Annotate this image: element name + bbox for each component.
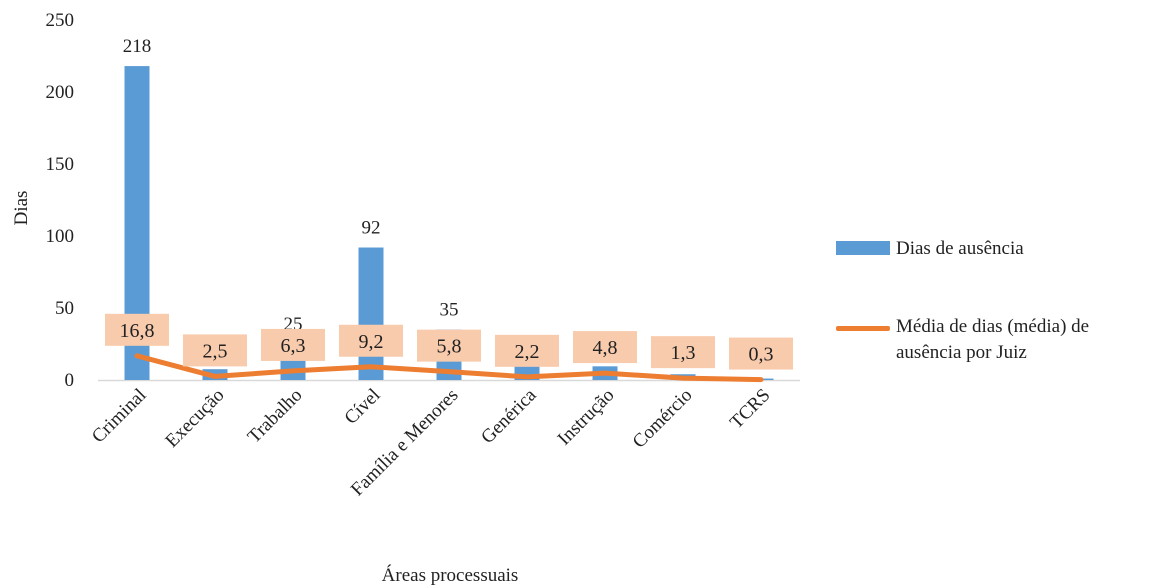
line-data-label-text: 1,3: [671, 342, 696, 364]
y-tick-label: 0: [65, 370, 75, 391]
bar-data-label: 35: [440, 300, 459, 321]
average-line: [134, 353, 764, 383]
x-tick-label: Cível: [341, 385, 385, 429]
y-tick-label: 100: [46, 226, 75, 247]
line-data-label-text: 2,5: [203, 340, 228, 362]
line-data-label-box: [495, 334, 559, 367]
legend-label-line: Média de dias (média) de ausência por Ju…: [896, 316, 1090, 363]
line-data-label-text: 16,8: [120, 320, 155, 342]
bar: [358, 247, 384, 380]
legend-item-bar: Dias de ausência: [836, 236, 1024, 262]
bar-data-label: 218: [123, 36, 152, 57]
line-data-label-box: [183, 334, 247, 367]
x-tick-label: Instrução: [554, 385, 619, 450]
line-data-label: 6,3: [261, 328, 325, 361]
line-data-label: 1,3: [651, 336, 715, 369]
bar-data-labels: 2187,5259235139,541: [123, 36, 766, 369]
y-tick-label: 50: [55, 298, 74, 319]
line-data-label-text: 2,2: [515, 341, 540, 363]
line-data-label-text: 0,3: [749, 344, 774, 366]
line-data-label-box: [261, 328, 325, 361]
line-data-label: 0,3: [729, 337, 793, 370]
x-tick-label: Criminal: [88, 385, 151, 448]
line-data-label-box: [651, 336, 715, 369]
legend-bar-swatch: [836, 241, 890, 255]
line-data-label: 5,8: [417, 329, 481, 362]
line-data-label: 16,8: [105, 313, 169, 346]
y-axis-ticks: 0 50 100 150 200 250: [46, 10, 75, 391]
line-data-label-text: 9,2: [359, 331, 384, 353]
legend-label-bar: Dias de ausência: [896, 238, 1024, 259]
x-tick-label: Execução: [161, 385, 228, 452]
y-tick-label: 200: [46, 82, 75, 103]
legend-line-swatch: [836, 326, 890, 331]
x-tick-label: Comércio: [629, 385, 697, 453]
x-tick-label: Genérica: [477, 384, 541, 448]
line-data-label-box: [729, 337, 793, 370]
line-data-label-text: 4,8: [593, 337, 618, 359]
x-tick-label: TCRS: [726, 385, 774, 433]
y-axis-title: Dias: [11, 191, 32, 226]
line-data-label-box: [573, 331, 637, 364]
line-data-label: 2,2: [495, 334, 559, 367]
line-data-label: 9,2: [339, 324, 403, 357]
x-tick-label: Trabalho: [244, 385, 307, 448]
line-data-label-box: [105, 313, 169, 346]
line-data-label: 2,5: [183, 334, 247, 367]
line-data-labels: 16,8 2,5 6,3 9,2 5,8 2,2 4,8 1,3 0,3: [105, 313, 793, 370]
x-axis-title: Áreas processuais: [382, 564, 519, 586]
line-data-label-text: 6,3: [281, 335, 306, 357]
line-data-label-box: [339, 324, 403, 357]
legend-item-line: Média de dias (média) de ausência por Ju…: [836, 314, 1158, 366]
bar-data-label: 92: [362, 218, 381, 239]
line-data-label-box: [417, 329, 481, 362]
line-data-label: 4,8: [573, 331, 637, 364]
y-tick-label: 150: [46, 154, 75, 175]
y-tick-label: 250: [46, 10, 75, 31]
line-data-label-text: 5,8: [437, 336, 462, 358]
